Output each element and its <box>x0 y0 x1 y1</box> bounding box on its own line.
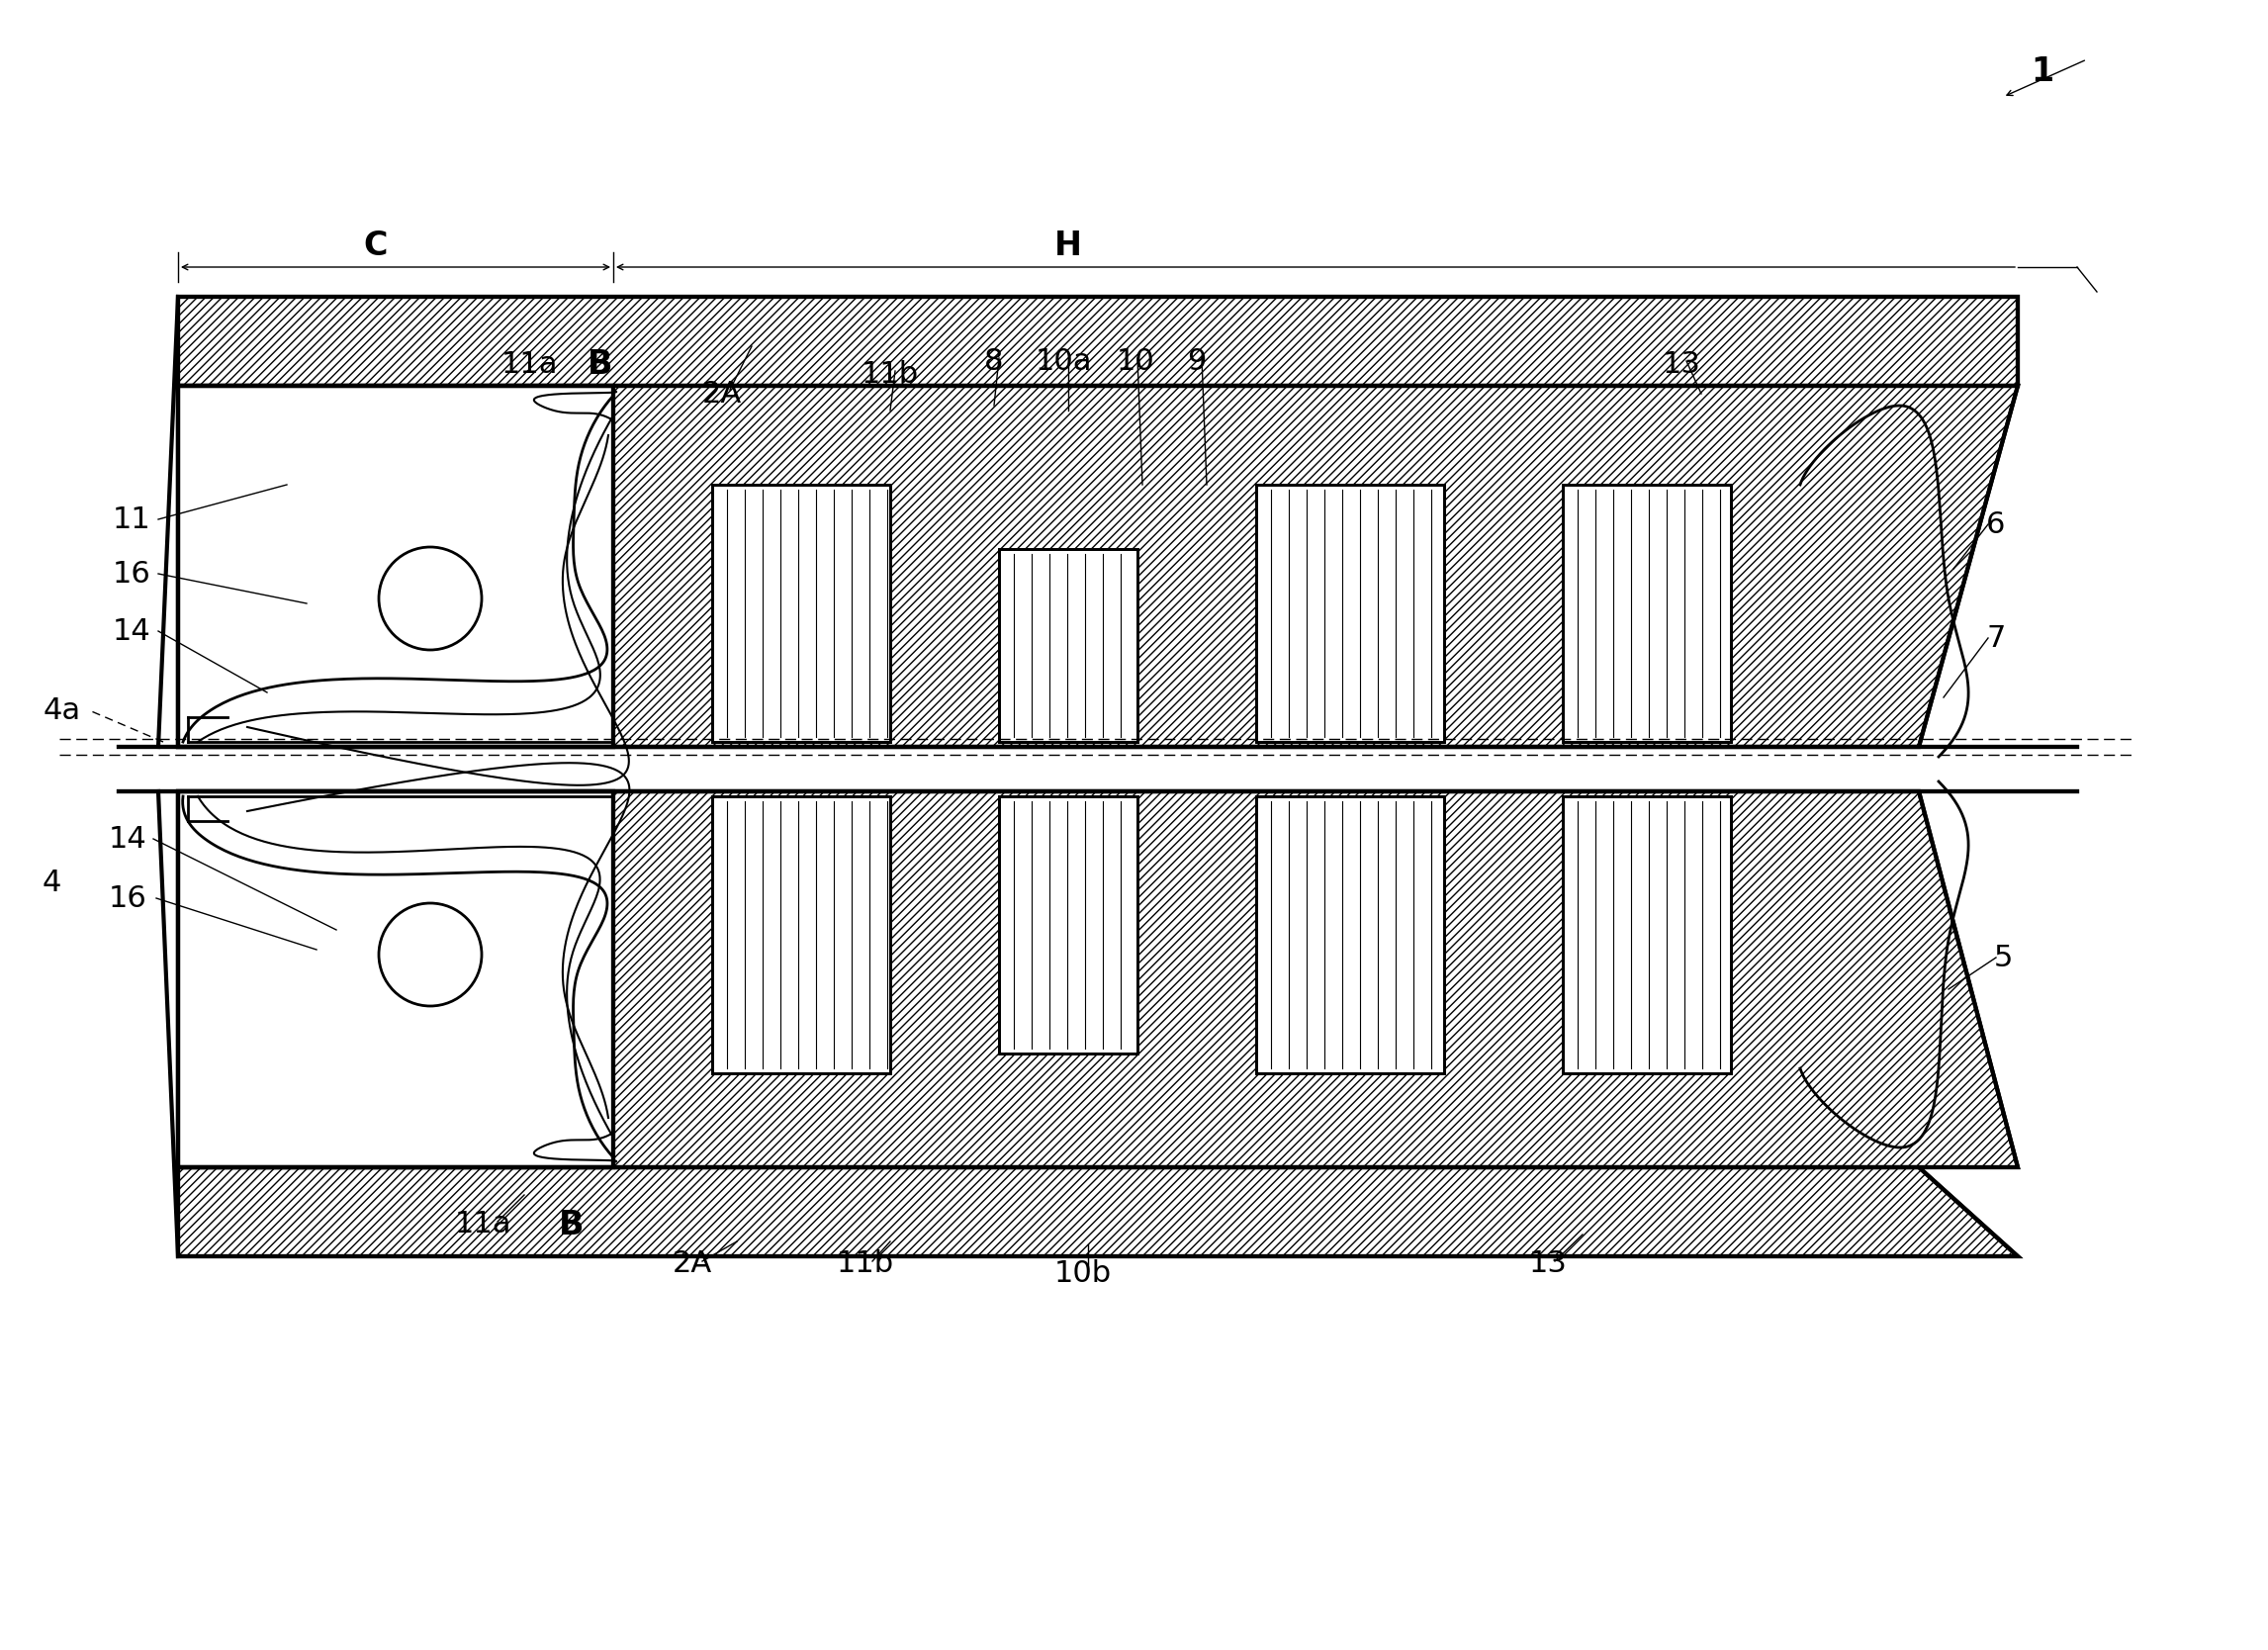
Text: 6: 6 <box>1987 510 2005 538</box>
Polygon shape <box>1563 485 1730 742</box>
Polygon shape <box>1256 485 1445 742</box>
Text: 11b: 11b <box>862 360 919 388</box>
Polygon shape <box>177 297 2019 386</box>
Text: 11a: 11a <box>501 350 558 378</box>
Text: B: B <box>560 1208 585 1241</box>
Text: 2A: 2A <box>674 1249 712 1279</box>
Text: 14: 14 <box>111 617 150 645</box>
Polygon shape <box>177 386 612 747</box>
Text: 11: 11 <box>111 505 150 533</box>
Text: H: H <box>1055 229 1082 262</box>
Polygon shape <box>1563 797 1730 1072</box>
Text: C: C <box>363 229 388 262</box>
Polygon shape <box>177 1167 2019 1256</box>
Text: 9: 9 <box>1186 346 1207 376</box>
Text: 7: 7 <box>1987 624 2005 652</box>
Text: 4a: 4a <box>43 696 82 724</box>
Text: 10a: 10a <box>1034 346 1091 376</box>
Text: 2A: 2A <box>703 380 742 408</box>
Polygon shape <box>177 792 612 1167</box>
Text: 5: 5 <box>1994 944 2012 972</box>
Polygon shape <box>712 485 889 742</box>
Polygon shape <box>1256 797 1445 1072</box>
Text: 14: 14 <box>109 825 147 853</box>
Polygon shape <box>177 792 2019 1167</box>
Polygon shape <box>177 386 2019 747</box>
Polygon shape <box>998 549 1139 742</box>
Text: 13: 13 <box>1662 350 1701 378</box>
Text: 16: 16 <box>111 559 150 587</box>
Text: 10: 10 <box>1116 346 1154 376</box>
Text: B: B <box>587 348 612 381</box>
Text: 10b: 10b <box>1055 1259 1111 1289</box>
Text: 1: 1 <box>2032 54 2055 87</box>
Text: 4: 4 <box>43 868 61 896</box>
Text: 16: 16 <box>109 884 147 912</box>
Text: 8: 8 <box>984 346 1005 376</box>
Text: 11a: 11a <box>454 1211 510 1239</box>
Circle shape <box>379 548 481 650</box>
Text: 11b: 11b <box>837 1249 894 1279</box>
Circle shape <box>379 903 481 1006</box>
Polygon shape <box>712 797 889 1072</box>
Polygon shape <box>998 797 1139 1053</box>
Text: 13: 13 <box>1529 1249 1567 1279</box>
